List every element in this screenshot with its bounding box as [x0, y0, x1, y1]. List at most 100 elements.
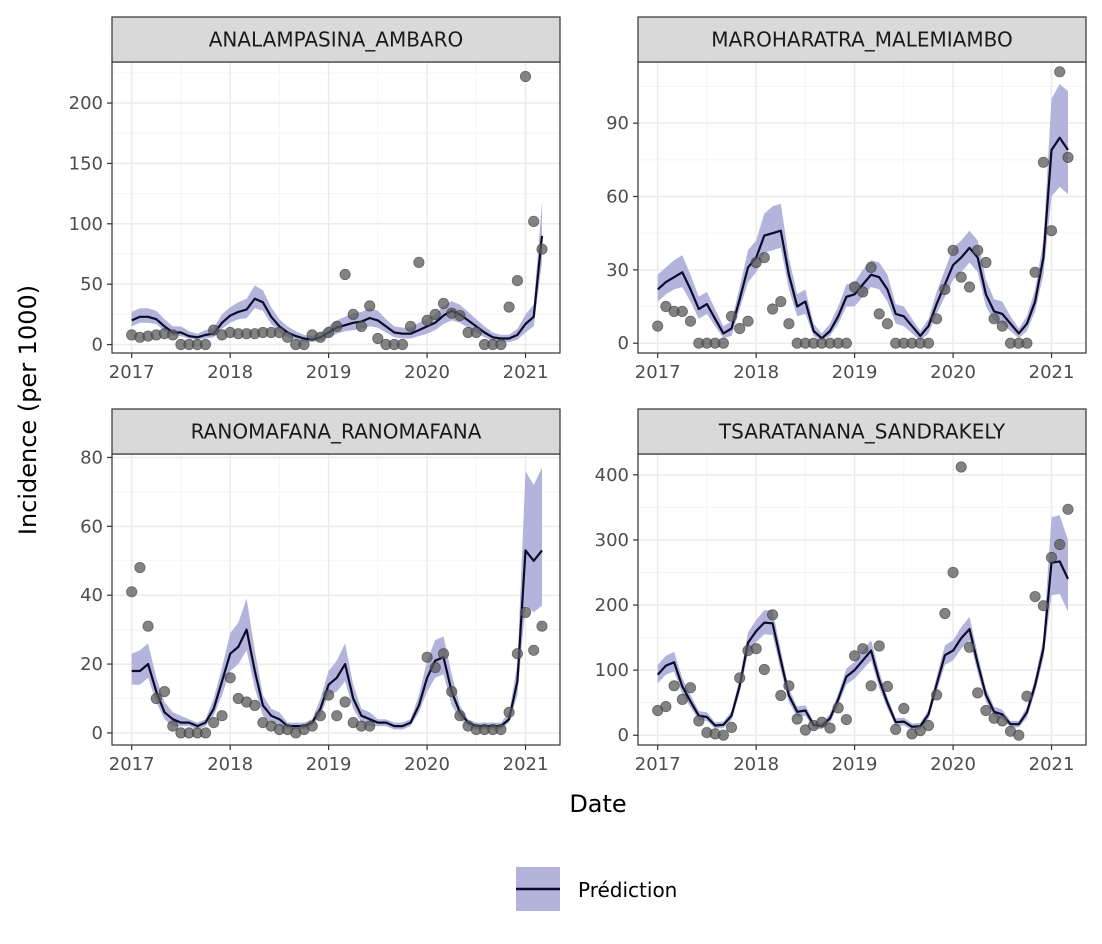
- observed-point: [314, 331, 326, 343]
- observed-point: [1021, 690, 1033, 702]
- observed-point: [996, 320, 1008, 332]
- observed-point: [1037, 600, 1050, 612]
- observed-point: [996, 715, 1008, 727]
- x-tick-label: 2021: [503, 362, 549, 383]
- observed-point: [528, 215, 540, 227]
- observed-point: [347, 308, 359, 320]
- x-tick-label: 2020: [404, 754, 450, 775]
- x-tick-label: 2018: [207, 362, 253, 383]
- observed-point: [816, 716, 828, 728]
- observed-point: [134, 561, 146, 574]
- observed-point: [840, 713, 853, 726]
- observed-point: [848, 281, 861, 293]
- observed-point: [1054, 66, 1066, 78]
- panel-background: [638, 454, 1086, 745]
- observed-point: [750, 643, 762, 655]
- observed-point: [742, 315, 754, 327]
- legend-label-prediction: Prédiction: [578, 878, 677, 902]
- observed-point: [824, 722, 836, 734]
- observed-point: [331, 710, 343, 722]
- observed-point: [429, 661, 441, 674]
- observed-point: [364, 300, 376, 312]
- legend: Prédiction: [516, 867, 677, 911]
- observed-point: [339, 696, 351, 708]
- observed-point: [717, 729, 730, 741]
- x-tick-label: 2021: [503, 754, 549, 775]
- observed-point: [503, 301, 515, 313]
- observed-point: [717, 337, 730, 349]
- observed-point: [758, 663, 770, 676]
- observed-point: [734, 672, 746, 684]
- observed-point: [676, 305, 688, 317]
- observed-point: [372, 332, 384, 345]
- panel-background: [112, 454, 560, 745]
- observed-point: [660, 700, 672, 713]
- observed-point: [783, 680, 795, 692]
- observed-point: [495, 723, 507, 736]
- x-tick-label: 2021: [1029, 754, 1075, 775]
- y-tick-label: 20: [80, 654, 103, 675]
- observed-point: [873, 308, 885, 320]
- observed-point: [519, 70, 532, 83]
- observed-point: [536, 620, 548, 632]
- observed-point: [972, 687, 984, 699]
- observed-point: [216, 710, 228, 722]
- x-tick-label: 2020: [930, 362, 976, 383]
- facet-strip-label: RANOMAFANA_RANOMAFANA: [191, 420, 482, 444]
- observed-point: [273, 326, 285, 339]
- observed-point: [955, 271, 967, 283]
- observed-point: [791, 713, 803, 725]
- panel-analampasina_ambaro: ANALAMPASINA_AMBARO 0 50 100 150 200 2017 2018 2…: [69, 16, 561, 383]
- observed-point: [437, 297, 450, 310]
- observed-point: [437, 648, 450, 660]
- observed-point: [684, 315, 697, 327]
- observed-point: [963, 281, 976, 293]
- observed-point: [652, 320, 664, 332]
- facet-strip-label: MAROHARATRA_MALEMIAMBO: [711, 28, 1012, 52]
- panel-ranomafana_ranomafana: RANOMAFANA_RANOMAFANA 0 20 40 60 80 2017 2018 20…: [80, 408, 561, 775]
- prediction-line: [656, 560, 1069, 728]
- observed-point: [865, 261, 877, 273]
- prediction-line: [656, 136, 1069, 340]
- observed-point: [898, 702, 910, 715]
- observed-point: [199, 338, 212, 351]
- facet-strip: [111, 408, 561, 455]
- y-tick-label: 60: [606, 186, 629, 207]
- observed-point: [413, 256, 425, 268]
- observed-point: [988, 313, 1000, 325]
- observed-point: [668, 680, 680, 692]
- observed-point: [322, 326, 335, 339]
- observed-point: [511, 648, 524, 660]
- observed-point: [775, 295, 787, 308]
- x-tick-label: 2020: [930, 754, 976, 775]
- observed-point: [766, 303, 779, 315]
- observed-point: [331, 320, 343, 332]
- observed-point: [298, 338, 310, 351]
- y-axis-title: Incidence (per 1000): [14, 285, 42, 535]
- observed-point: [339, 268, 351, 281]
- panel-background: [112, 62, 560, 353]
- observed-point: [511, 274, 524, 287]
- observed-point: [684, 682, 697, 694]
- y-tick-label: 0: [92, 335, 103, 356]
- y-tick-label: 0: [618, 725, 629, 746]
- x-tick-label: 2019: [832, 754, 878, 775]
- y-tick-label: 90: [606, 113, 629, 134]
- x-tick-label: 2018: [733, 754, 779, 775]
- observed-point: [922, 719, 935, 732]
- panel-maroharatra_malemiambo: MAROHARATRA_MALEMIAMBO 0 30 60 90 2017 2018 201…: [606, 16, 1087, 383]
- observed-point: [421, 314, 433, 326]
- panel-tsaratanana_sandrakely: TSARATANANA_SANDRAKELY 0 100 200 300 400 2017 2…: [595, 408, 1087, 775]
- facet-strip: [637, 408, 1087, 455]
- observed-point: [873, 640, 885, 652]
- observed-point: [224, 672, 236, 684]
- observed-point: [881, 318, 894, 330]
- observed-point: [939, 283, 951, 295]
- observed-point: [1021, 337, 1033, 349]
- observed-point: [890, 723, 902, 736]
- observed-point: [980, 256, 992, 269]
- y-tick-label: 0: [92, 723, 103, 744]
- observed-point: [208, 716, 220, 729]
- observed-point: [930, 689, 943, 701]
